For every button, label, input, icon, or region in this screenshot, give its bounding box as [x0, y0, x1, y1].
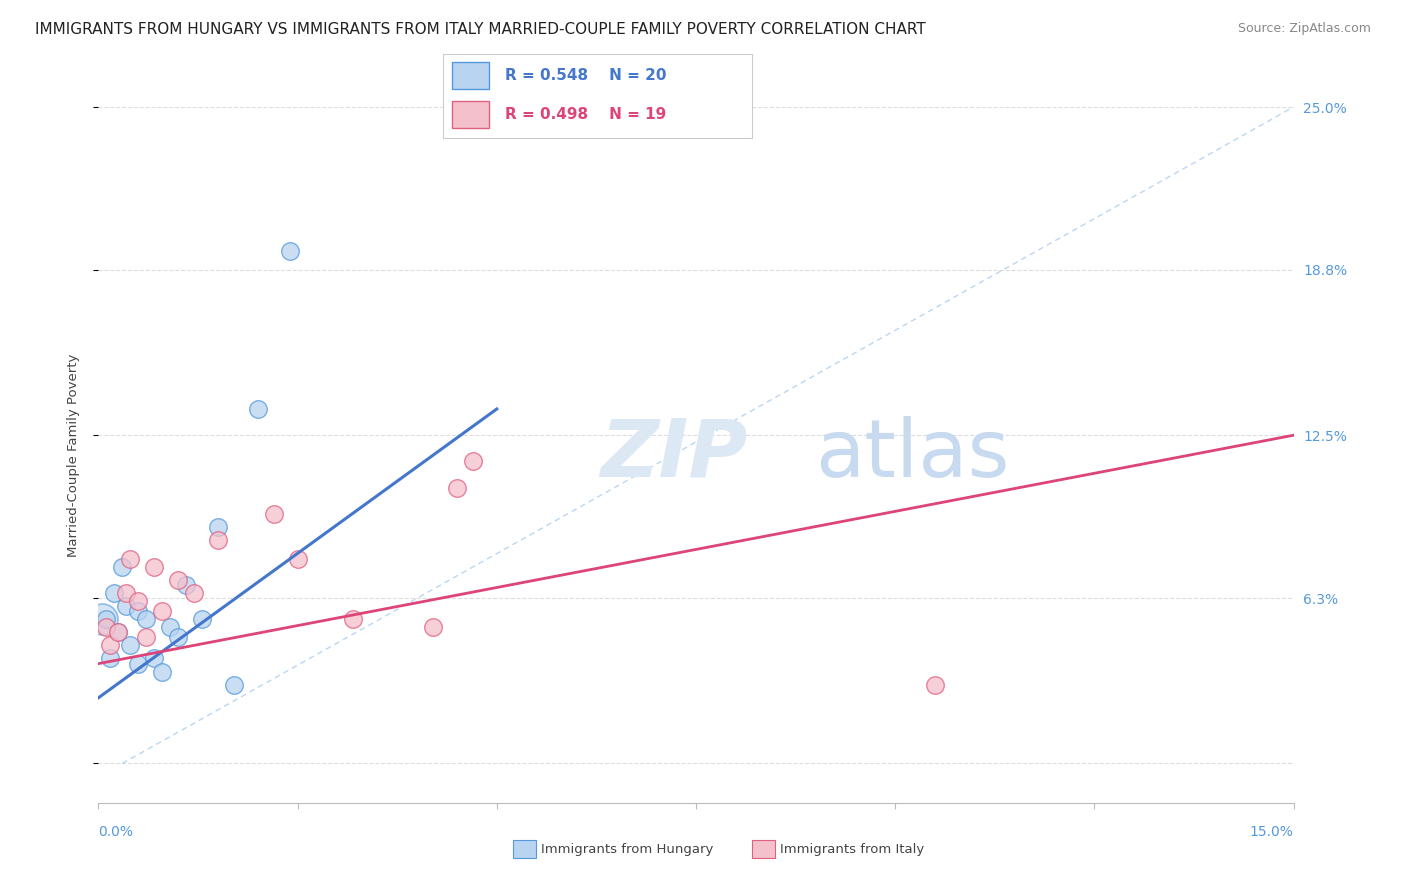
- Point: [135, 612, 157, 626]
- Point: [174, 578, 197, 592]
- Text: Source: ZipAtlas.com: Source: ZipAtlas.com: [1237, 22, 1371, 36]
- Point: [127, 604, 149, 618]
- Point: [111, 559, 134, 574]
- Text: 0.0%: 0.0%: [98, 825, 134, 839]
- Point: [246, 401, 269, 416]
- Text: atlas: atlas: [815, 416, 1010, 494]
- Point: [91, 612, 114, 626]
- Point: [167, 573, 190, 587]
- Point: [422, 620, 444, 634]
- Point: [150, 665, 173, 679]
- Point: [263, 507, 285, 521]
- Point: [98, 638, 122, 652]
- Text: ZIP: ZIP: [600, 416, 748, 494]
- Point: [278, 244, 301, 259]
- Point: [159, 620, 181, 634]
- Point: [115, 599, 138, 613]
- Point: [127, 657, 149, 671]
- Point: [96, 620, 118, 634]
- Point: [143, 651, 166, 665]
- Point: [342, 612, 364, 626]
- Point: [107, 625, 129, 640]
- Point: [461, 454, 484, 468]
- Text: R = 0.498    N = 19: R = 0.498 N = 19: [505, 107, 666, 122]
- Point: [120, 638, 142, 652]
- Point: [120, 551, 142, 566]
- FancyBboxPatch shape: [453, 62, 489, 89]
- Point: [191, 612, 214, 626]
- Text: Immigrants from Italy: Immigrants from Italy: [780, 843, 925, 855]
- Point: [96, 612, 118, 626]
- Point: [183, 586, 205, 600]
- Point: [135, 631, 157, 645]
- Point: [143, 559, 166, 574]
- Point: [924, 678, 946, 692]
- Text: R = 0.548    N = 20: R = 0.548 N = 20: [505, 68, 666, 83]
- FancyBboxPatch shape: [453, 101, 489, 128]
- Point: [287, 551, 309, 566]
- Text: 15.0%: 15.0%: [1250, 825, 1294, 839]
- Point: [115, 586, 138, 600]
- Point: [107, 625, 129, 640]
- Point: [207, 533, 229, 548]
- Y-axis label: Married-Couple Family Poverty: Married-Couple Family Poverty: [67, 353, 80, 557]
- Point: [150, 604, 173, 618]
- Point: [103, 586, 125, 600]
- Point: [98, 651, 122, 665]
- Point: [207, 520, 229, 534]
- Text: IMMIGRANTS FROM HUNGARY VS IMMIGRANTS FROM ITALY MARRIED-COUPLE FAMILY POVERTY C: IMMIGRANTS FROM HUNGARY VS IMMIGRANTS FR…: [35, 22, 927, 37]
- Point: [446, 481, 468, 495]
- Point: [127, 593, 149, 607]
- Text: Immigrants from Hungary: Immigrants from Hungary: [541, 843, 714, 855]
- Point: [222, 678, 245, 692]
- Point: [167, 631, 190, 645]
